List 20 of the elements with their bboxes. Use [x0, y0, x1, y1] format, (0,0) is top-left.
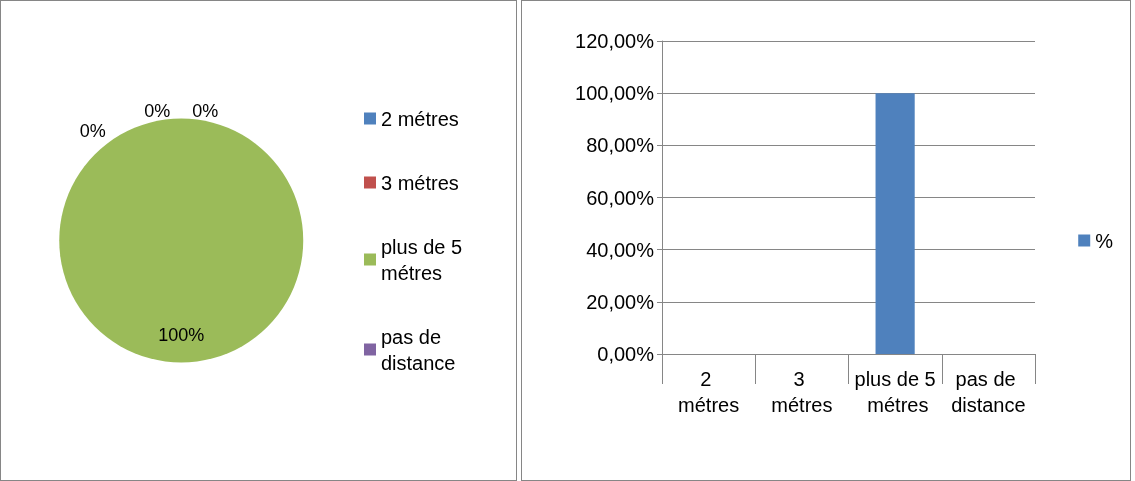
legend-label: pas de distance: [381, 325, 456, 374]
legend-label: %: [1095, 229, 1114, 252]
legend-label: 3 métres: [381, 171, 459, 194]
y-tick-label: 120,00%: [575, 30, 655, 52]
text: 0%: [144, 100, 171, 121]
y-tick-label: 20,00%: [586, 290, 655, 313]
x-tick-label: pas de distance: [951, 368, 1026, 416]
legend-label: 2 métres: [381, 107, 459, 130]
y-tick-label: 80,00%: [586, 134, 655, 157]
x-tick-label: 3 métres: [771, 368, 833, 416]
y-tick-label: 40,00%: [586, 238, 655, 261]
y-tick-label: 60,00%: [586, 186, 655, 209]
text: 0%: [79, 120, 106, 141]
y-tick-label: 100,00%: [575, 82, 655, 105]
x-tick-label: 2 métres: [678, 368, 740, 416]
text: 0%: [192, 100, 219, 121]
x-tick-label: plus de 5 métres: [854, 368, 936, 416]
y-tick-label: 0,00%: [597, 343, 655, 365]
data-label: 100%: [158, 324, 205, 345]
legend-label: plus de 5 métres: [381, 235, 468, 284]
